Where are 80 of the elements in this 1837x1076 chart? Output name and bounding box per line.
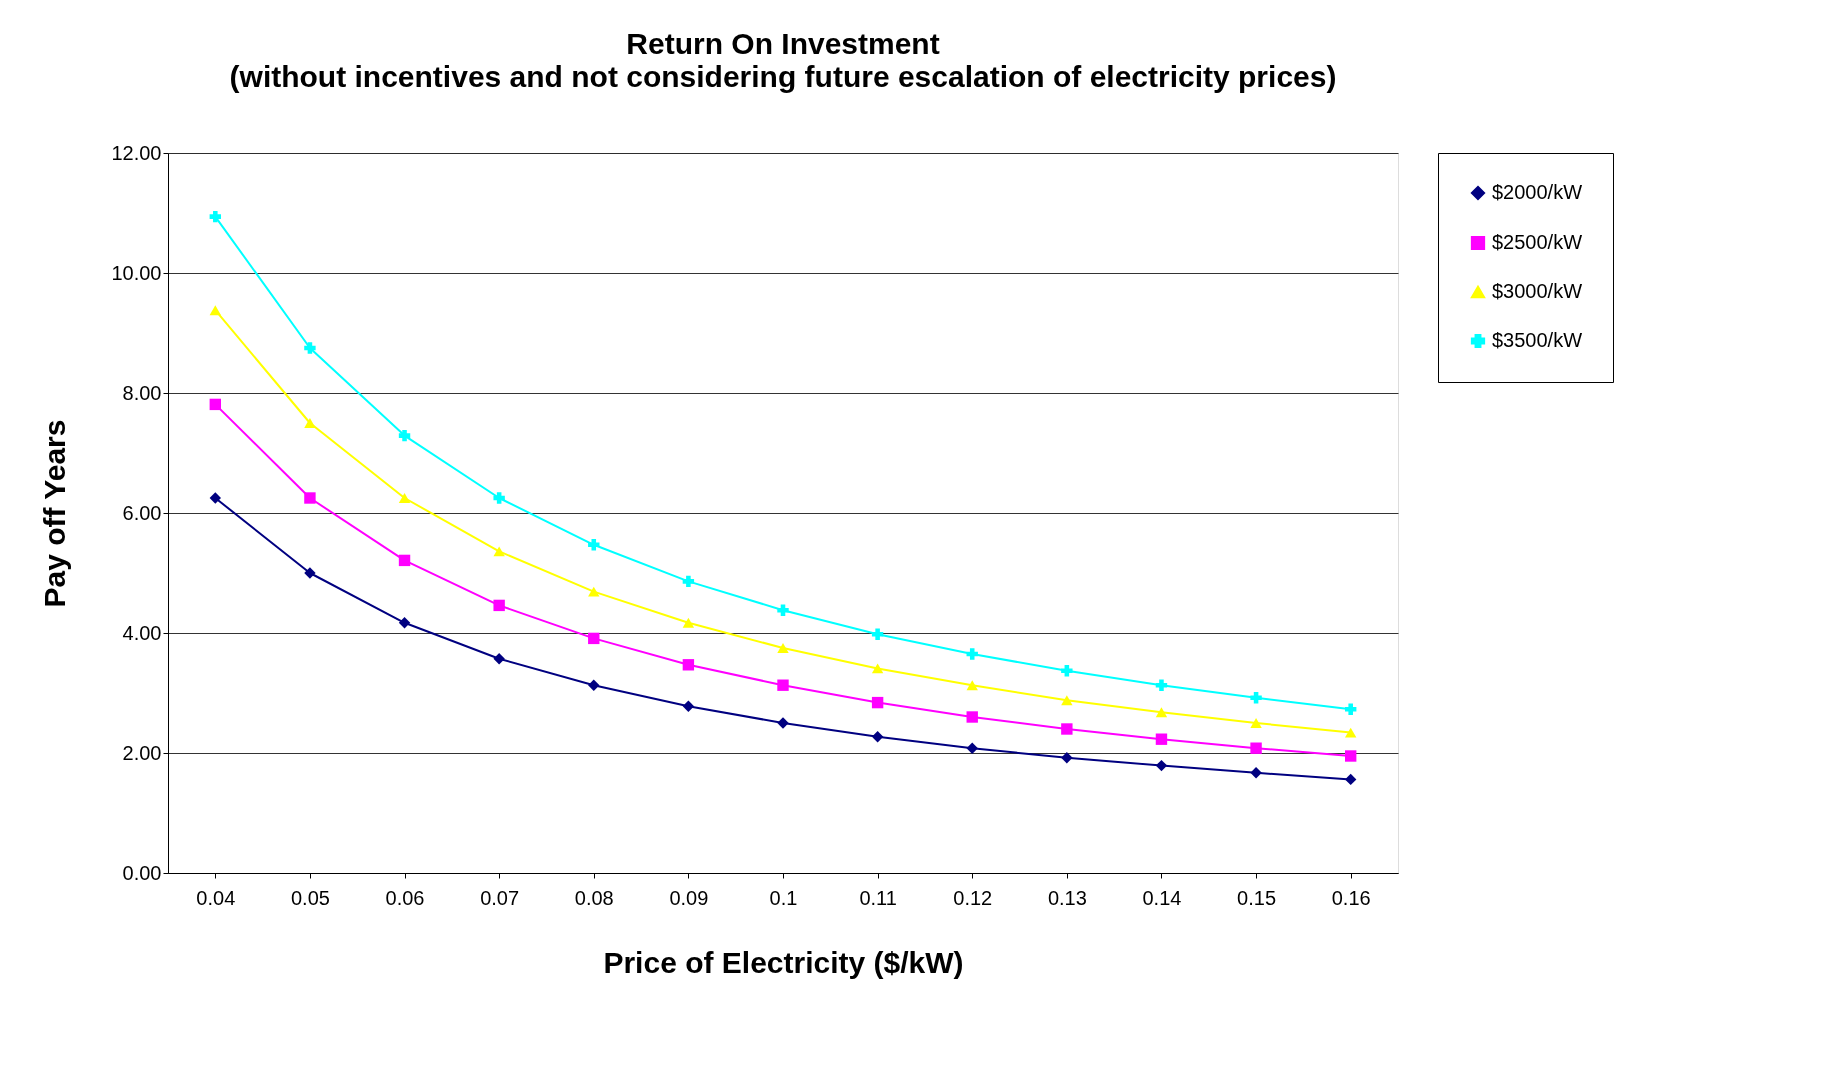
point — [398, 429, 411, 442]
point — [493, 546, 505, 557]
x-tick-label: 0.06 — [385, 886, 425, 909]
x-tick-label: 0.11 — [859, 886, 897, 909]
point — [398, 554, 411, 567]
point — [1344, 750, 1357, 762]
point — [304, 492, 316, 504]
x-tick-label: 0.1 — [769, 886, 798, 909]
point — [871, 663, 884, 674]
point — [1061, 665, 1073, 677]
chart-subtitle: (without incentives and not considering future escalation of electricity prices) — [229, 60, 1337, 93]
point — [304, 567, 316, 579]
point — [682, 659, 695, 671]
x-tick-label: 0.07 — [480, 886, 520, 909]
legend-label: $3500/kW — [1492, 329, 1583, 351]
x-tick-label: 0.15 — [1237, 886, 1277, 909]
point — [871, 696, 884, 709]
point — [209, 210, 222, 223]
point — [1155, 679, 1168, 691]
x-tick-label: 0.13 — [1047, 886, 1087, 909]
point — [398, 493, 411, 503]
point — [966, 711, 978, 723]
point — [682, 700, 695, 712]
point — [588, 586, 600, 597]
point — [871, 731, 884, 743]
point — [1344, 703, 1357, 715]
point — [304, 342, 316, 354]
y-tick-label: 6.00 — [122, 501, 162, 524]
y-tick-label: 12.00 — [111, 141, 162, 164]
point — [777, 643, 789, 653]
point — [682, 617, 695, 628]
legend-label: $2500/kW — [1492, 231, 1583, 253]
x-tick-label: 0.12 — [953, 886, 993, 909]
point — [777, 679, 789, 691]
point — [1250, 692, 1262, 704]
x-tick-label: 0.04 — [196, 886, 236, 909]
point — [1155, 707, 1168, 718]
y-tick-label: 4.00 — [122, 621, 162, 644]
point — [966, 680, 978, 691]
point — [1061, 723, 1073, 735]
point — [682, 575, 695, 588]
point — [1155, 733, 1168, 745]
point — [1344, 727, 1357, 738]
point — [777, 604, 789, 616]
x-tick-label: 0.08 — [574, 886, 614, 909]
point — [966, 742, 978, 754]
point — [1061, 695, 1073, 706]
point — [493, 599, 505, 612]
x-tick-label: 0.09 — [669, 886, 709, 909]
chart-title: Return On Investment — [626, 27, 940, 60]
y-axis-title: Pay off Years — [38, 419, 72, 608]
point — [777, 717, 789, 729]
legend-label: $3000/kW — [1492, 280, 1583, 302]
point — [966, 648, 978, 660]
point — [1250, 767, 1262, 779]
point — [588, 679, 600, 691]
point — [493, 492, 505, 504]
point — [1250, 718, 1262, 728]
point — [871, 628, 884, 640]
legend-label: $2000/kW — [1492, 181, 1583, 203]
point — [493, 653, 505, 665]
point — [398, 617, 411, 629]
point — [588, 632, 600, 645]
point — [1250, 742, 1262, 754]
y-tick-label: 0.00 — [122, 861, 162, 884]
point — [209, 398, 222, 411]
y-tick-label: 2.00 — [122, 741, 162, 764]
point — [1061, 752, 1073, 764]
x-tick-label: 0.05 — [290, 886, 330, 909]
x-tick-label: 0.14 — [1142, 886, 1182, 909]
point — [1344, 773, 1357, 786]
point — [209, 305, 222, 316]
point — [1155, 759, 1168, 772]
point — [304, 418, 316, 428]
y-tick-label: 10.00 — [111, 261, 162, 284]
y-tick-label: 8.00 — [122, 381, 162, 404]
x-axis-title: Price of Electricity ($/kW) — [603, 945, 964, 979]
x-tick-label: 0.16 — [1331, 886, 1371, 909]
point — [588, 539, 600, 551]
point — [209, 492, 222, 504]
